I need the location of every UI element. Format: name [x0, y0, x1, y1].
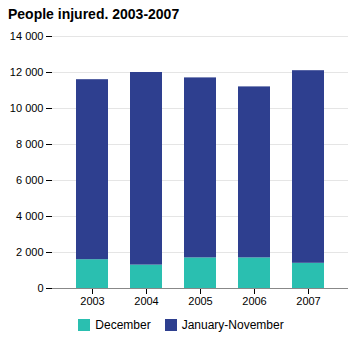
- svg-text:0: 0: [37, 282, 43, 294]
- svg-text:14 000: 14 000: [10, 30, 44, 42]
- svg-text:2004: 2004: [134, 295, 158, 307]
- svg-text:8 000: 8 000: [16, 138, 44, 150]
- html-text:People injured. 2003-2007: People injured. 2003-2007: [8, 6, 180, 22]
- svg-text:2005: 2005: [188, 295, 212, 307]
- svg-text:10 000: 10 000: [10, 102, 44, 114]
- svg-text:2 000: 2 000: [16, 246, 44, 258]
- html-text:January-November: January-November: [181, 318, 284, 332]
- svg-text:2003: 2003: [80, 295, 104, 307]
- svg-text:2006: 2006: [242, 295, 266, 307]
- svg-text:6 000: 6 000: [16, 174, 44, 186]
- svg-text:4 000: 4 000: [16, 210, 44, 222]
- svg-text:12 000: 12 000: [10, 66, 44, 78]
- svg-text:2007: 2007: [296, 295, 320, 307]
- html-text:December: December: [95, 318, 151, 332]
